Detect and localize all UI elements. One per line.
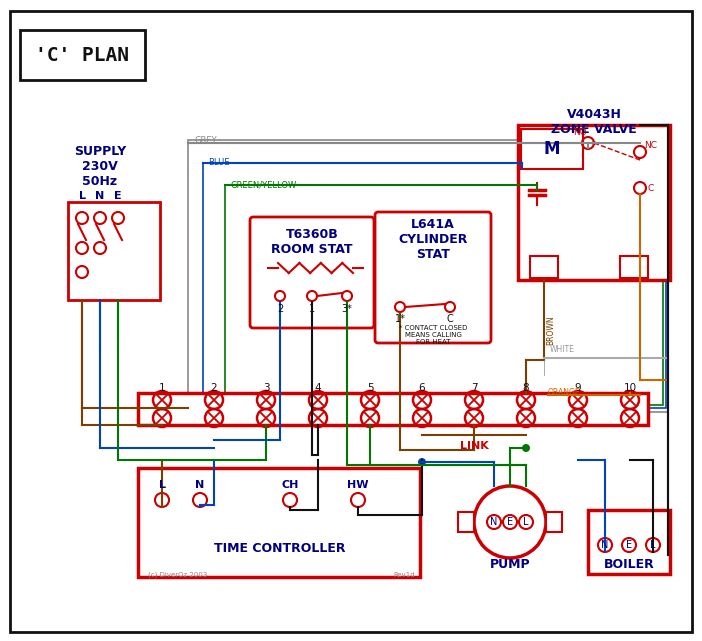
Text: * CONTACT CLOSED
MEANS CALLING
FOR HEAT: * CONTACT CLOSED MEANS CALLING FOR HEAT <box>399 325 468 345</box>
Text: HW: HW <box>347 480 369 490</box>
FancyBboxPatch shape <box>68 202 160 300</box>
Text: 1: 1 <box>309 304 315 314</box>
Text: L641A
CYLINDER
STAT: L641A CYLINDER STAT <box>398 218 468 261</box>
Text: L: L <box>523 517 529 527</box>
FancyBboxPatch shape <box>138 393 648 425</box>
Text: L: L <box>79 191 86 201</box>
FancyBboxPatch shape <box>458 512 474 532</box>
Text: 7: 7 <box>470 383 477 393</box>
Text: LINK: LINK <box>460 441 489 451</box>
Text: E: E <box>507 517 513 527</box>
FancyBboxPatch shape <box>20 30 145 80</box>
FancyBboxPatch shape <box>225 185 663 405</box>
Text: 6: 6 <box>418 383 425 393</box>
Text: N: N <box>95 191 105 201</box>
FancyBboxPatch shape <box>521 129 583 169</box>
FancyBboxPatch shape <box>138 468 420 577</box>
Text: L: L <box>650 540 656 550</box>
Text: GREY: GREY <box>194 136 217 145</box>
Text: (c) DiverOz 2003: (c) DiverOz 2003 <box>148 572 207 578</box>
Text: 2: 2 <box>211 383 218 393</box>
Text: 'C' PLAN: 'C' PLAN <box>35 46 129 65</box>
FancyBboxPatch shape <box>188 140 668 412</box>
FancyBboxPatch shape <box>546 512 562 532</box>
Text: 3*: 3* <box>342 304 352 314</box>
Text: BROWN: BROWN <box>546 315 555 345</box>
Text: N: N <box>602 540 609 550</box>
Text: WHITE: WHITE <box>550 345 575 354</box>
FancyBboxPatch shape <box>518 125 670 280</box>
Text: 1*: 1* <box>395 314 406 324</box>
Text: E: E <box>626 540 632 550</box>
Text: SUPPLY
230V
50Hz: SUPPLY 230V 50Hz <box>74 145 126 188</box>
Circle shape <box>592 141 596 145</box>
Text: N: N <box>195 480 204 490</box>
Text: V4043H
ZONE VALVE: V4043H ZONE VALVE <box>551 108 637 136</box>
Text: L: L <box>159 480 166 490</box>
Text: 9: 9 <box>575 383 581 393</box>
Text: 8: 8 <box>523 383 529 393</box>
FancyBboxPatch shape <box>588 510 670 574</box>
Circle shape <box>418 458 426 466</box>
FancyBboxPatch shape <box>10 11 692 632</box>
Text: ORANGE: ORANGE <box>548 388 581 397</box>
Text: NC: NC <box>644 140 658 149</box>
Text: 5: 5 <box>366 383 373 393</box>
Text: Rev1d: Rev1d <box>393 572 415 578</box>
Text: CH: CH <box>282 480 298 490</box>
Text: GREEN/YELLOW: GREEN/YELLOW <box>230 180 296 189</box>
FancyBboxPatch shape <box>203 163 666 408</box>
Text: 3: 3 <box>263 383 270 393</box>
Text: PUMP: PUMP <box>490 558 530 572</box>
Text: 10: 10 <box>623 383 637 393</box>
Text: BOILER: BOILER <box>604 558 654 572</box>
Text: N: N <box>490 517 498 527</box>
Text: BLUE: BLUE <box>208 158 230 167</box>
Text: E: E <box>114 191 122 201</box>
FancyBboxPatch shape <box>620 256 648 278</box>
Text: C: C <box>648 183 654 192</box>
Text: 4: 4 <box>314 383 322 393</box>
Text: C: C <box>446 314 453 324</box>
Text: 1: 1 <box>159 383 165 393</box>
Text: NO: NO <box>573 128 587 137</box>
Text: TIME CONTROLLER: TIME CONTROLLER <box>214 542 346 554</box>
FancyBboxPatch shape <box>250 217 374 328</box>
Text: T6360B
ROOM STAT: T6360B ROOM STAT <box>271 228 352 256</box>
Text: M: M <box>544 140 560 158</box>
FancyBboxPatch shape <box>375 212 491 343</box>
Circle shape <box>522 444 530 452</box>
Text: 2: 2 <box>277 304 283 314</box>
FancyBboxPatch shape <box>530 256 558 278</box>
